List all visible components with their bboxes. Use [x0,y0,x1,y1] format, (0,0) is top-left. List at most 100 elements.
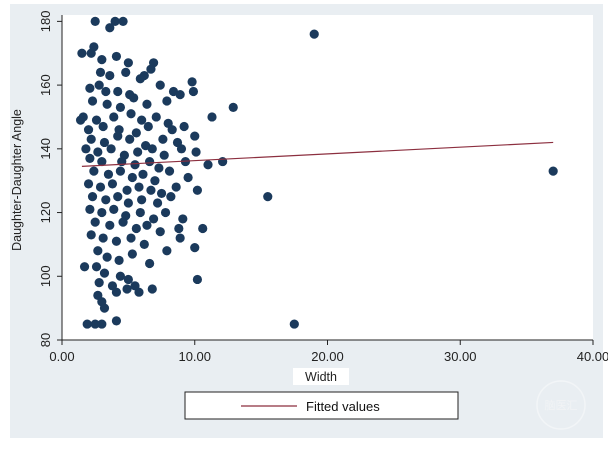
x-axis-title-box [293,368,349,385]
fitted-values-line [81,141,554,167]
data-point [218,156,228,167]
data-point [175,90,185,100]
data-point [97,156,107,167]
data-point [97,55,107,65]
data-point [82,319,92,329]
data-point [145,156,155,167]
data-point [102,252,112,262]
data-point [91,262,102,272]
data-point [75,115,86,125]
data-point [188,86,199,97]
data-point [156,188,167,199]
data-point [146,64,156,74]
watermark-circle [536,380,586,430]
y-tick-label: 120 [38,202,53,224]
data-point [90,319,100,329]
data-point [90,16,100,26]
data-point [152,198,163,208]
legend-box [184,391,459,420]
data-point [160,207,171,218]
data-point [121,67,131,77]
data-point [203,160,213,170]
data-point [146,185,156,195]
data-point [147,284,157,294]
data-point [115,166,126,176]
data-point [94,278,104,288]
data-point [98,233,108,243]
data-point [97,319,107,329]
data-point [123,274,133,285]
y-tick-label: 100 [38,265,53,287]
legend: Fitted values [184,391,459,420]
data-point [105,23,115,33]
data-point [130,160,140,170]
x-tick-label: 0.00 [49,349,74,364]
y-tick-label: 180 [38,11,53,33]
data-point [85,204,95,214]
data-point [127,172,137,183]
data-point [129,93,139,103]
data-point [164,166,175,176]
data-point [548,166,558,176]
data-point [179,121,189,132]
data-point [111,51,122,62]
data-point [83,125,94,135]
data-point [86,48,96,58]
data-point [91,115,102,125]
data-point [198,223,208,234]
data-point [118,16,128,26]
data-point [137,195,147,205]
data-point [111,287,122,297]
data-point [134,182,144,192]
data-point [115,271,126,281]
data-point [139,70,149,81]
data-point [111,316,122,326]
data-point [162,96,172,106]
data-point [86,134,96,144]
data-point [94,80,104,90]
data-point [105,220,115,230]
scatter-points [75,16,558,329]
data-point [167,125,177,135]
data-point [150,176,160,186]
data-point [99,137,110,148]
data-point [190,131,200,141]
data-point [101,86,111,97]
data-point [87,96,98,106]
x-tick-label: 10.00 [178,349,211,364]
data-point [109,112,119,122]
data-point [142,99,152,109]
data-point [93,246,103,256]
y-axis-title: Daughter-Daughter Angle [10,109,24,251]
data-point [166,192,176,202]
data-point [122,185,132,195]
data-point [113,131,123,141]
data-point [159,150,169,160]
y-tick-label: 160 [38,74,53,96]
data-point [178,214,188,224]
data-point [309,29,319,39]
data-point [87,192,98,202]
data-point [113,86,123,97]
data-point [99,303,110,313]
data-point [126,109,136,119]
data-point [95,67,106,77]
data-point [137,115,147,125]
data-point [126,233,136,243]
data-point [176,144,187,154]
fitted-line-layer [81,141,554,167]
data-point [171,182,181,192]
data-point [139,239,149,250]
x-tick-label: 40.00 [577,349,608,364]
data-point [134,287,144,297]
data-point [103,169,114,179]
data-point [143,121,153,132]
watermark-logo: 脑医汇 [536,380,586,430]
data-point [192,274,203,285]
data-point [90,217,100,227]
data-point [123,58,133,68]
data-point [83,179,94,189]
data-point [107,179,118,189]
